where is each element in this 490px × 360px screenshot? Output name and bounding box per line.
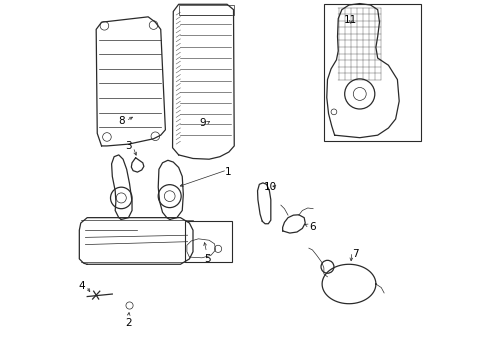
Text: 1: 1 [225,167,232,177]
Text: 3: 3 [125,141,132,151]
Bar [324,4,421,140]
Bar [185,221,232,262]
Text: 8: 8 [118,116,125,126]
Text: 6: 6 [310,222,316,231]
Text: 5: 5 [204,253,211,264]
Text: 7: 7 [353,248,359,258]
Text: 2: 2 [125,318,132,328]
Bar [179,5,234,15]
Text: 4: 4 [79,281,85,291]
Text: 9: 9 [199,118,205,128]
Text: 11: 11 [344,15,357,26]
Text: 10: 10 [264,182,277,192]
